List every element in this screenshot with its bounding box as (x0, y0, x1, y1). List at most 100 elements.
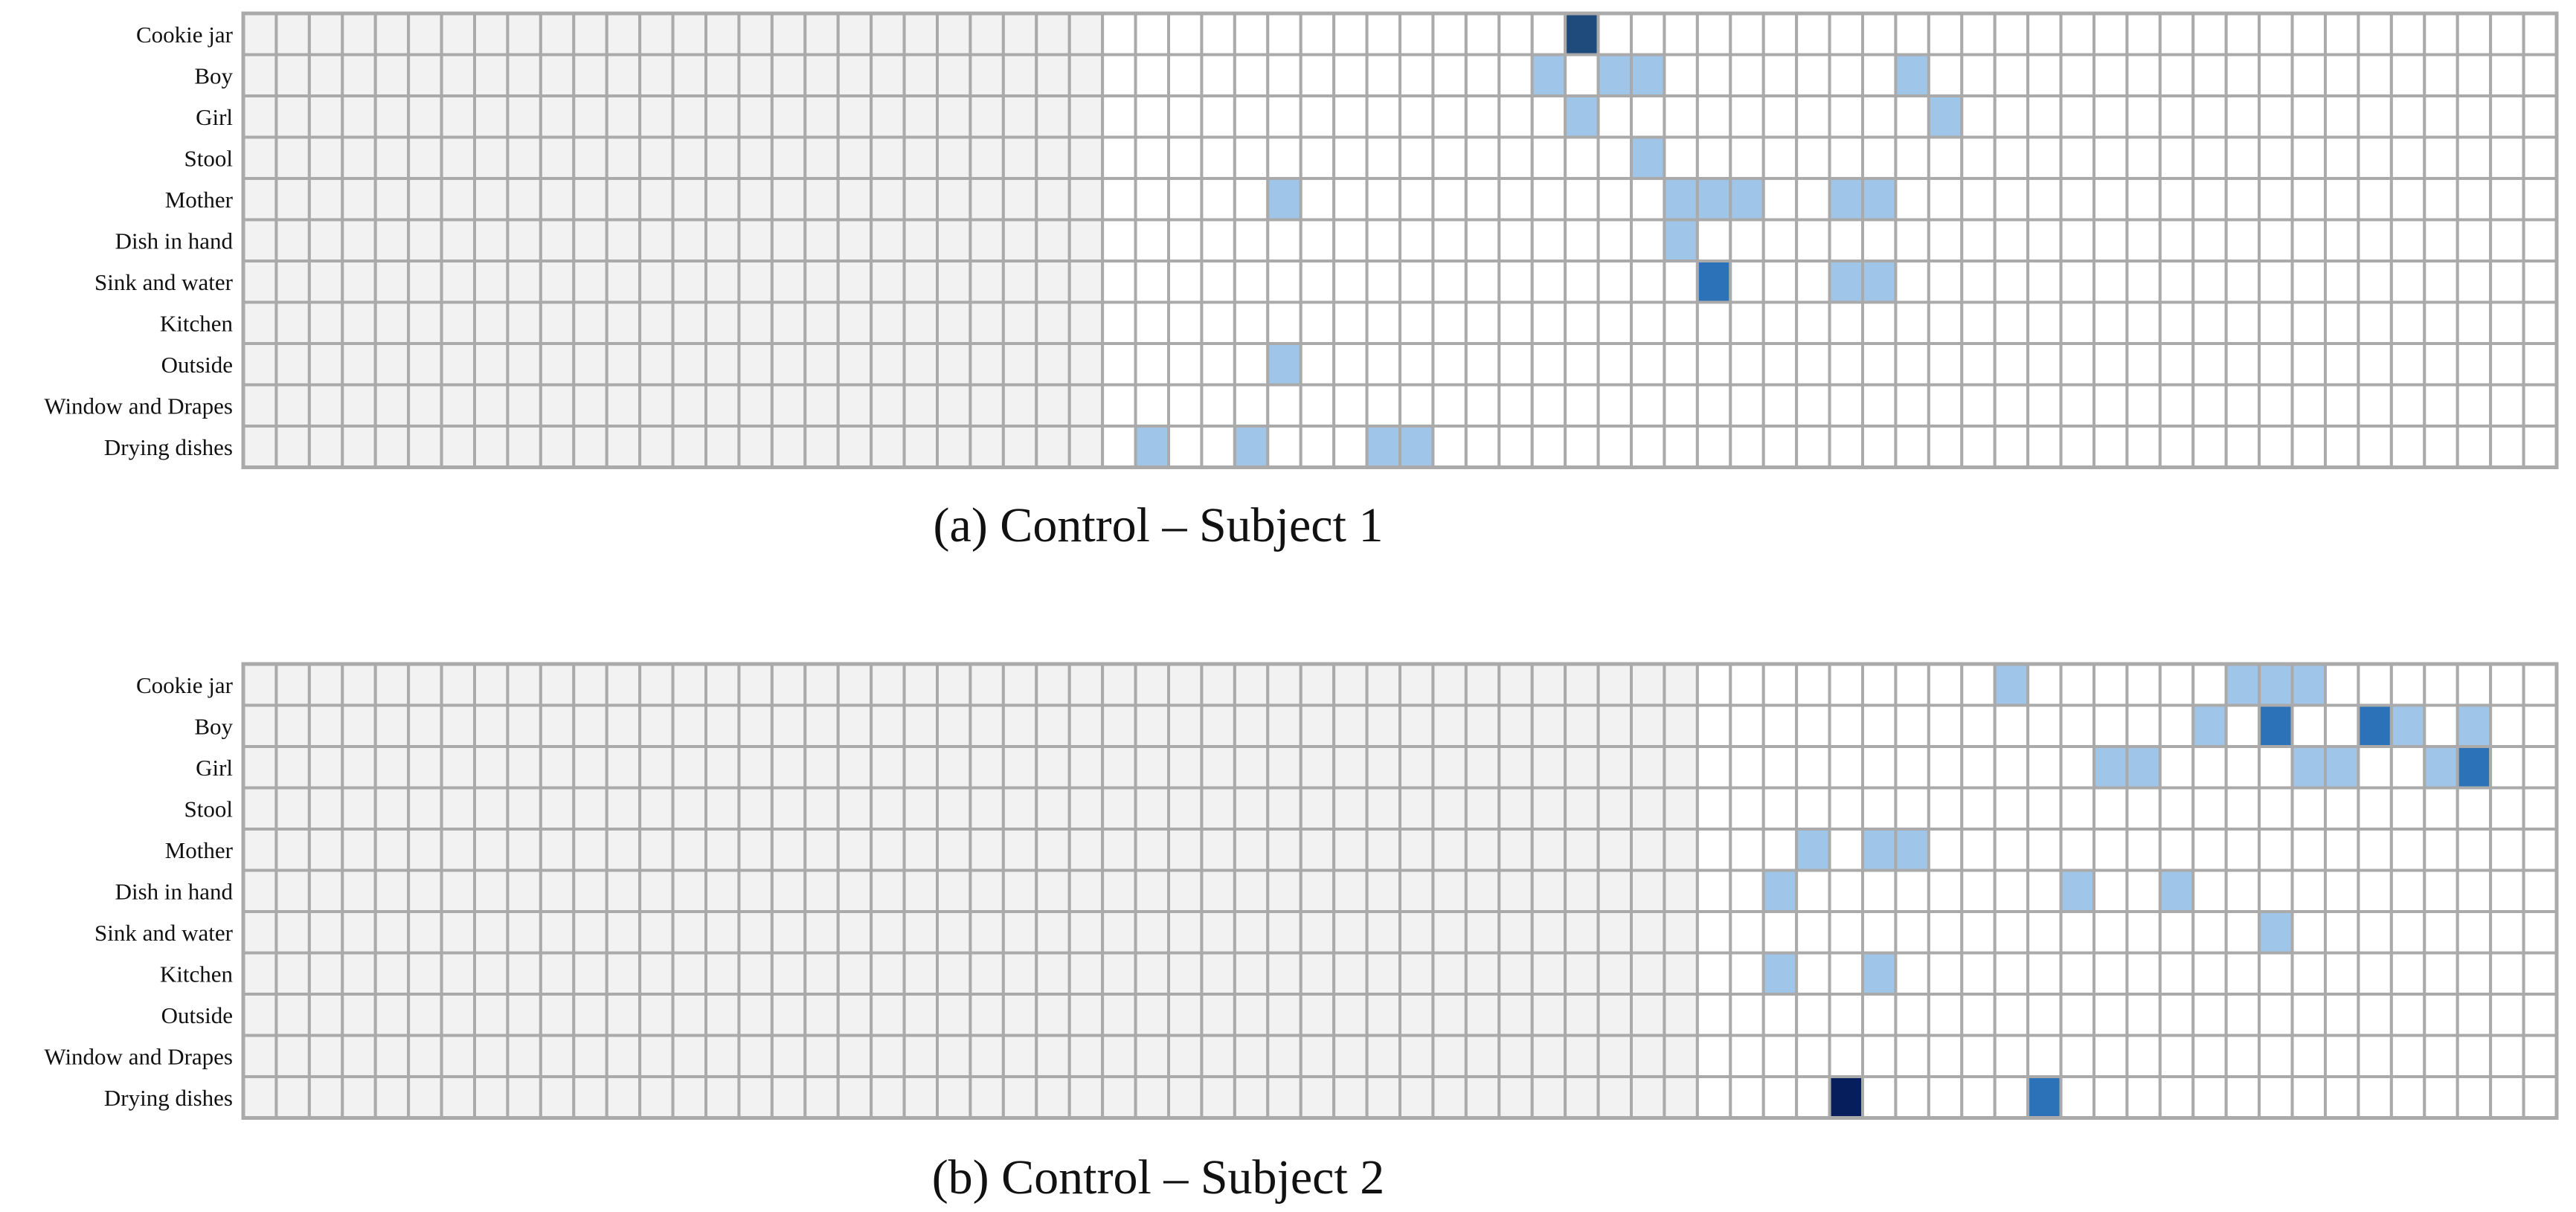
empty-cell (2324, 703, 2360, 748)
empty-cell (1761, 828, 1799, 872)
padding-cell (1530, 868, 1567, 913)
empty-cell (2125, 177, 2162, 222)
attention-cell (1564, 94, 1600, 139)
padding-cell (704, 993, 741, 1037)
empty-cell (2158, 910, 2195, 955)
empty-cell (2258, 12, 2294, 57)
empty-cell (2455, 53, 2493, 97)
padding-cell (1035, 786, 1071, 831)
padding-cell (902, 1034, 939, 1078)
padding-cell (506, 425, 542, 469)
padding-cell (1564, 745, 1600, 790)
padding-cell (737, 135, 774, 180)
padding-cell (1365, 745, 1401, 790)
empty-cell (2191, 260, 2228, 304)
empty-cell (2357, 218, 2393, 262)
padding-cell (803, 218, 840, 262)
padding-cell (1001, 135, 1038, 180)
empty-cell (2158, 993, 2195, 1037)
empty-cell (2290, 993, 2328, 1037)
padding-cell (1497, 993, 1534, 1037)
empty-cell (2191, 1034, 2228, 1078)
padding-cell (307, 94, 344, 139)
padding-cell (1134, 910, 1170, 955)
empty-cell (1828, 425, 1865, 469)
padding-cell (506, 300, 542, 345)
empty-cell (2357, 745, 2393, 790)
padding-cell (1001, 703, 1038, 748)
padding-cell (1101, 868, 1137, 913)
empty-cell (2224, 300, 2261, 345)
padding-cell (638, 663, 675, 707)
padding-cell (473, 135, 510, 180)
padding-cell (836, 53, 873, 97)
padding-cell (307, 745, 344, 790)
empty-cell (1266, 383, 1303, 428)
padding-cell (671, 1034, 708, 1078)
empty-cell (2224, 1075, 2261, 1120)
empty-cell (1167, 94, 1204, 139)
padding-cell (1101, 910, 1137, 955)
padding-cell (902, 425, 939, 469)
padding-cell (870, 218, 906, 262)
padding-cell (1067, 663, 1105, 707)
padding-cell (1398, 663, 1435, 707)
empty-cell (1761, 300, 1799, 345)
padding-cell (341, 342, 377, 387)
attention-cell (1894, 828, 1930, 872)
empty-cell (1332, 12, 1369, 57)
padding-cell (605, 910, 642, 955)
padding-cell (1134, 1075, 1170, 1120)
empty-cell (1828, 218, 1865, 262)
empty-cell (2026, 1034, 2063, 1078)
empty-cell (1167, 260, 1204, 304)
attention-cell (2224, 663, 2261, 707)
empty-cell (2059, 94, 2096, 139)
padding-cell (1001, 53, 1038, 97)
padding-cell (341, 786, 377, 831)
empty-cell (1993, 218, 2030, 262)
attention-cell (1630, 53, 1666, 97)
empty-cell (1828, 910, 1865, 955)
padding-cell (1497, 786, 1534, 831)
empty-cell (1927, 663, 1964, 707)
row-label: Drying dishes (104, 434, 233, 460)
padding-cell (572, 828, 608, 872)
padding-cell (902, 260, 939, 304)
padding-cell (341, 218, 377, 262)
padding-cell (1398, 910, 1435, 955)
padding-cell (737, 12, 774, 57)
empty-cell (2290, 425, 2328, 469)
empty-cell (1167, 342, 1204, 387)
padding-cell (770, 425, 807, 469)
padding-cell (605, 383, 642, 428)
padding-cell (1596, 703, 1634, 748)
empty-cell (1398, 300, 1435, 345)
padding-cell (1233, 951, 1270, 996)
padding-cell (572, 910, 608, 955)
empty-cell (2224, 383, 2261, 428)
padding-cell (836, 828, 873, 872)
empty-cell (1993, 383, 2030, 428)
empty-cell (1299, 135, 1336, 180)
empty-cell (1630, 425, 1666, 469)
empty-cell (1497, 53, 1534, 97)
padding-cell (274, 135, 311, 180)
padding-cell (671, 53, 708, 97)
padding-cell (1035, 383, 1071, 428)
attention-cell (1630, 135, 1666, 180)
padding-cell (341, 951, 377, 996)
padding-cell (936, 993, 972, 1037)
padding-cell (704, 12, 741, 57)
padding-cell (836, 425, 873, 469)
padding-cell (737, 786, 774, 831)
empty-cell (1564, 177, 1600, 222)
padding-cell (936, 910, 972, 955)
empty-cell (1960, 300, 1997, 345)
padding-cell (1596, 786, 1634, 831)
empty-cell (1960, 260, 1997, 304)
empty-cell (2455, 300, 2493, 345)
empty-cell (2489, 868, 2525, 913)
empty-cell (1530, 260, 1567, 304)
padding-cell (1332, 828, 1369, 872)
